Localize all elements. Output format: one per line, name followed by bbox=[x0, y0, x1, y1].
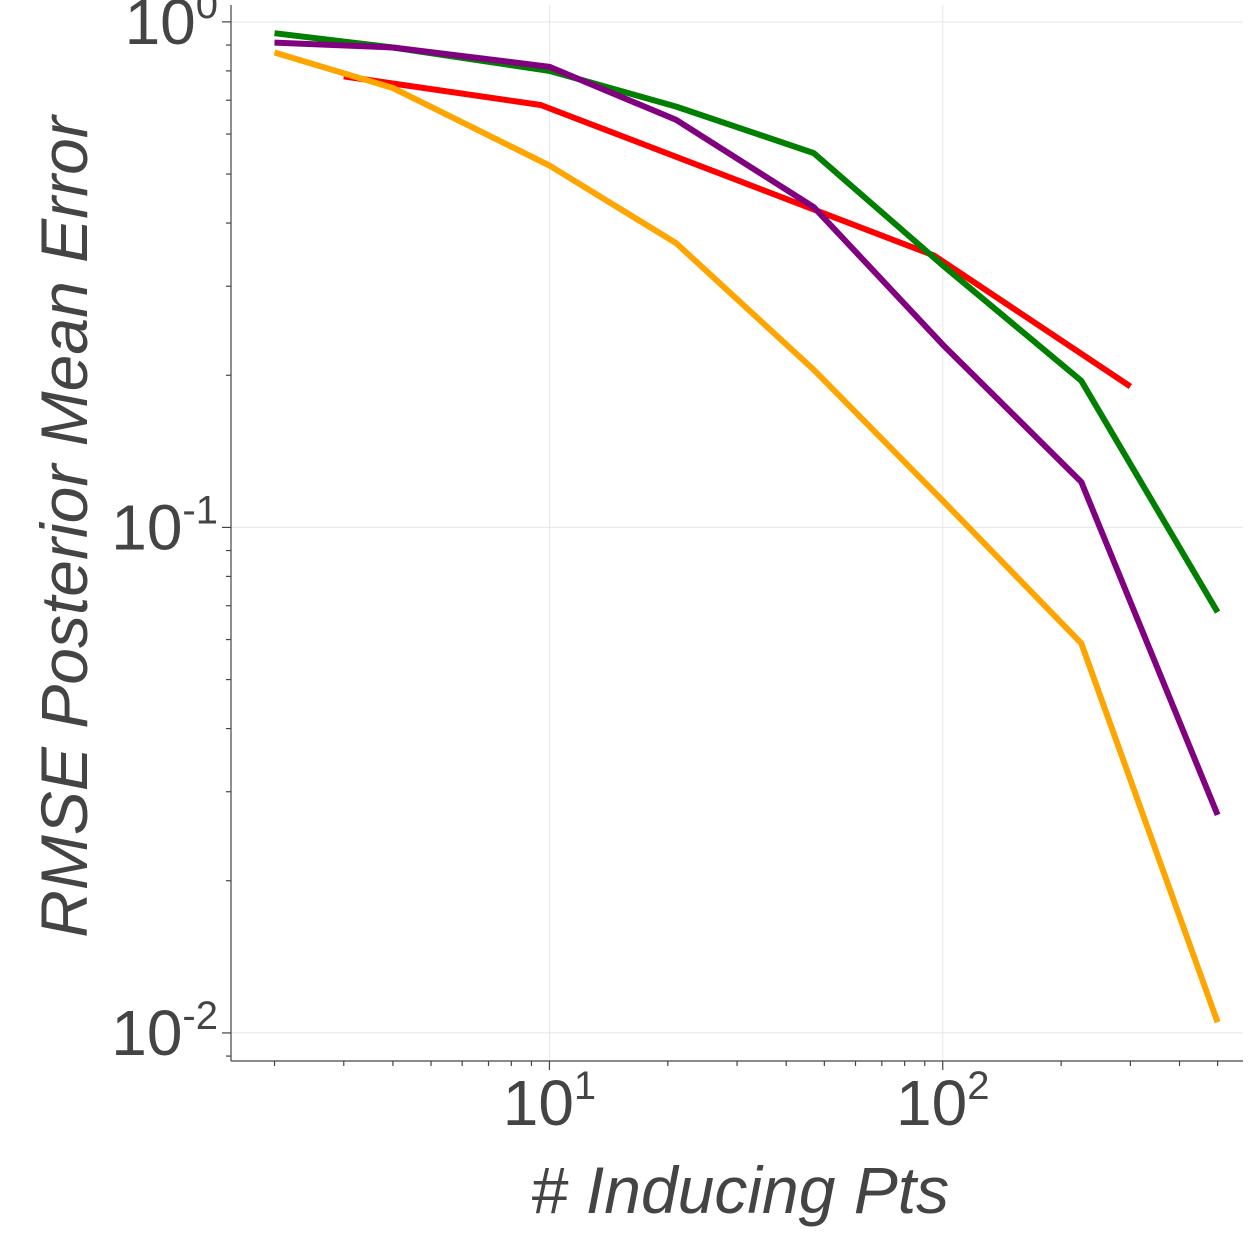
axes bbox=[222, 5, 1243, 1070]
x-tick-label: 101 bbox=[503, 1064, 596, 1139]
grid bbox=[231, 5, 1243, 1061]
series-line-orange bbox=[273, 49, 1221, 1024]
tick-labels: 101 102 100 10-1 10-2 bbox=[111, 0, 989, 1139]
y-axis-title: RMSE Posterior Mean Error bbox=[27, 113, 101, 938]
x-axis-title: # Inducing Pts bbox=[531, 1153, 949, 1227]
series-line-green bbox=[274, 30, 1221, 614]
y-tick-label: 10-2 bbox=[111, 994, 218, 1069]
y-tick-label: 100 bbox=[125, 0, 218, 58]
series-line-purple bbox=[274, 39, 1221, 817]
series-line-red bbox=[343, 73, 1133, 389]
x-tick-label: 102 bbox=[896, 1064, 989, 1139]
y-tick-label: 10-1 bbox=[111, 488, 218, 563]
series-lines bbox=[273, 30, 1221, 1024]
